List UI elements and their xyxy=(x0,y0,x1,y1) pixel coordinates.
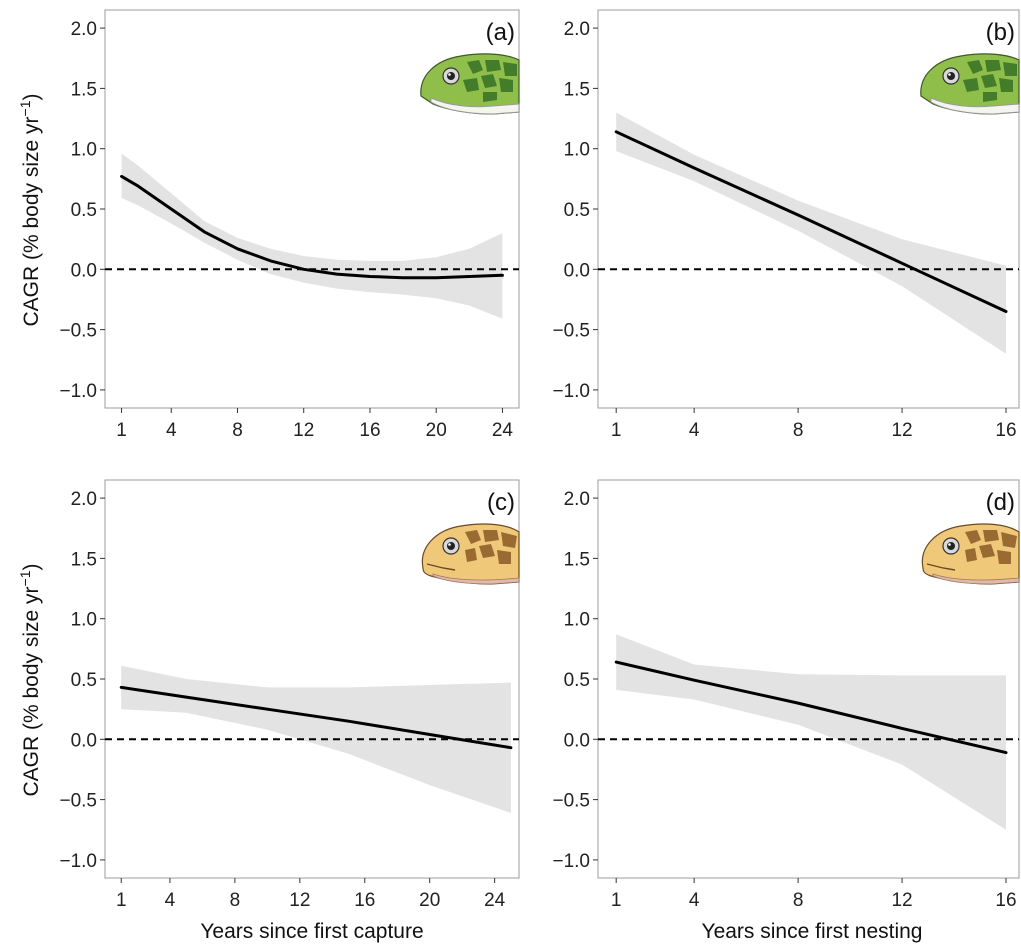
fitted-line xyxy=(119,685,513,750)
y-tick-label: 2.0 xyxy=(564,19,590,40)
x-tick-label: 20 xyxy=(426,420,447,441)
y-tick-label: 0.5 xyxy=(564,670,590,691)
x-tick-label: 4 xyxy=(165,890,176,911)
y-tick-label: 1.5 xyxy=(564,549,590,570)
y-tick-label: 1.5 xyxy=(71,79,97,100)
y-tick-label: −0.5 xyxy=(59,791,97,812)
x-tick-label: 8 xyxy=(232,420,243,441)
x-tick-label: 1 xyxy=(116,890,127,911)
x-tick-label: 8 xyxy=(230,890,241,911)
panel-label: (b) xyxy=(986,19,1015,46)
y-tick-label: 1.0 xyxy=(71,610,97,631)
fitted-line xyxy=(614,660,1008,755)
y-tick-label: −0.5 xyxy=(552,791,590,812)
x-tick-label: 8 xyxy=(793,890,804,911)
x-tick-label: 16 xyxy=(354,890,375,911)
x-tick-label: 12 xyxy=(891,890,912,911)
y-tick-label: 2.0 xyxy=(71,489,97,510)
x-tick-label: 16 xyxy=(995,890,1016,911)
x-tick-label: 4 xyxy=(689,890,700,911)
fitted-line xyxy=(614,130,1008,313)
panel-d: −1.0 −0.5 0.0 0.5 1.0 1.5 2.0 1 4 8 12 16 (d) xyxy=(552,479,1020,911)
y-tick-label: 0.0 xyxy=(564,730,590,751)
y-tick-label: −1.0 xyxy=(59,851,97,872)
y-tick-label: −1.0 xyxy=(59,381,97,402)
y-tick-label: 0.5 xyxy=(71,200,97,221)
x-tick-label: 8 xyxy=(793,420,804,441)
x-tick-label: 1 xyxy=(116,420,127,441)
y-tick-label: −1.0 xyxy=(552,851,590,872)
y-tick-label: 0.5 xyxy=(71,670,97,691)
y-tick-label: 2.0 xyxy=(71,19,97,40)
x-tick-label: 24 xyxy=(484,890,506,911)
x-tick-label: 16 xyxy=(359,420,380,441)
y-tick-label: 2.0 xyxy=(564,489,590,510)
panel-label: (d) xyxy=(986,489,1015,516)
panel-label: (c) xyxy=(487,489,515,516)
panel-a: −1.0 −0.5 0.0 0.5 1.0 1.5 2.0 1 4 8 12 16 20 24 (a) xyxy=(59,9,520,441)
y-tick-label: 1.5 xyxy=(71,549,97,570)
y-axis-title-bottom: CAGR (% body size yr−1) xyxy=(17,563,43,796)
x-tick-label: 1 xyxy=(611,890,622,911)
y-tick-label: 1.5 xyxy=(564,79,590,100)
y-axis-title-top: CAGR (% body size yr−1) xyxy=(17,93,43,326)
x-tick-label: 20 xyxy=(419,890,440,911)
x-tick-label: 1 xyxy=(611,420,622,441)
x-tick-label: 12 xyxy=(293,420,314,441)
confidence-band xyxy=(616,112,1006,354)
y-tick-label: 0.0 xyxy=(71,730,97,751)
y-tick-label: −0.5 xyxy=(59,321,97,342)
y-tick-label: 0.5 xyxy=(564,200,590,221)
y-tick-label: 1.0 xyxy=(564,610,590,631)
y-tick-label: 0.0 xyxy=(564,260,590,281)
x-tick-label: 4 xyxy=(166,420,177,441)
x-tick-label: 16 xyxy=(995,420,1016,441)
panel-label: (a) xyxy=(486,19,515,46)
fitted-line xyxy=(120,174,504,280)
x-tick-label: 24 xyxy=(492,420,514,441)
y-tick-label: −1.0 xyxy=(552,381,590,402)
y-tick-label: −0.5 xyxy=(552,321,590,342)
x-tick-label: 12 xyxy=(289,890,310,911)
panel-c: −1.0 −0.5 0.0 0.5 1.0 1.5 2.0 1 4 8 12 16 20 24 (c) xyxy=(59,479,520,911)
panel-b: −1.0 −0.5 0.0 0.5 1.0 1.5 2.0 1 4 8 12 16 (b) xyxy=(552,9,1020,441)
y-tick-label: 1.0 xyxy=(564,140,590,161)
y-tick-label: 0.0 xyxy=(71,260,97,281)
x-axis-title-left: Years since first capture xyxy=(200,920,423,943)
x-tick-label: 4 xyxy=(689,420,700,441)
x-axis-title-right: Years since first nesting xyxy=(701,920,922,943)
y-tick-label: 1.0 xyxy=(71,140,97,161)
x-tick-label: 12 xyxy=(891,420,912,441)
